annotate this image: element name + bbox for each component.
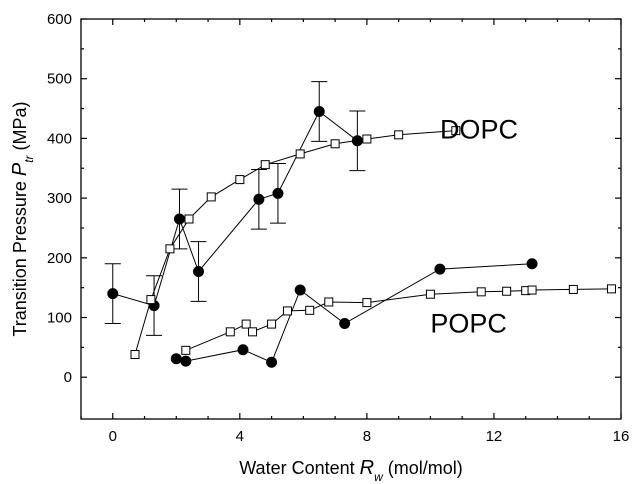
data-point-open-square — [330, 139, 340, 149]
data-point-filled-circle — [237, 344, 249, 356]
data-point-open-square — [181, 345, 191, 355]
data-point-open-square — [502, 286, 512, 296]
y-tick-label: 600 — [47, 11, 72, 28]
series-line — [176, 263, 533, 363]
x-tick-label: 0 — [109, 428, 117, 445]
data-point-open-square — [248, 327, 258, 337]
data-point-filled-circle — [253, 193, 265, 205]
data-point-filled-circle — [313, 106, 325, 118]
annotation-dopc: DOPC — [440, 114, 518, 144]
plot-frame — [80, 18, 622, 420]
x-axis-title: Water Content Rw (mol/mol) — [239, 457, 463, 484]
data-point-open-square — [451, 126, 461, 136]
data-point-open-square — [206, 192, 216, 202]
data-point-open-square — [267, 319, 277, 329]
x-tick-label: 12 — [486, 428, 503, 445]
series-line — [112, 110, 358, 307]
data-point-open-square — [568, 284, 578, 294]
data-point-open-square — [324, 297, 334, 307]
data-point-filled-circle — [266, 356, 278, 368]
data-point-filled-circle — [107, 288, 119, 300]
data-point-filled-circle — [180, 355, 192, 367]
x-tick-label: 16 — [613, 428, 630, 445]
data-point-filled-circle — [526, 258, 538, 270]
series-1 — [130, 126, 461, 360]
data-point-open-square — [394, 130, 404, 140]
y-tick-label: 400 — [47, 130, 72, 147]
data-point-open-square — [184, 214, 194, 224]
data-point-open-square — [282, 306, 292, 316]
y-axis-title: Transition Pressure Ptr (MPa) — [9, 101, 36, 336]
data-point-open-square — [146, 295, 156, 305]
data-point-open-square — [362, 298, 372, 308]
data-point-filled-circle — [272, 187, 284, 199]
y-tick-label: 100 — [47, 310, 72, 327]
axes: 0 4 8 12 16 0 100 200 300 400 500 600 Water Content … — [9, 11, 629, 484]
data-point-open-square — [362, 134, 372, 144]
data-point-open-square — [260, 160, 270, 170]
data-point-filled-circle — [193, 266, 205, 278]
data-point-open-square — [527, 285, 537, 295]
annotations: DOPC POPC — [430, 114, 518, 338]
series-2 — [170, 258, 538, 368]
y-tick-label: 200 — [47, 250, 72, 267]
data-point-open-square — [241, 319, 251, 329]
data-point-open-square — [225, 327, 235, 337]
data-point-open-square — [235, 175, 245, 185]
data-point-open-square — [476, 287, 486, 297]
annotation-popc: POPC — [430, 308, 507, 338]
data-point-open-square — [295, 149, 305, 159]
x-tick-label: 8 — [363, 428, 371, 445]
data-point-open-square — [606, 284, 616, 294]
data-point-open-square — [305, 305, 315, 315]
series-0 — [104, 81, 366, 336]
data-point-filled-circle — [434, 263, 446, 275]
data-point-filled-circle — [294, 284, 306, 296]
series-layer — [104, 81, 616, 368]
data-point-open-square — [425, 289, 435, 299]
data-point-open-square — [130, 350, 140, 360]
data-point-open-square — [165, 244, 175, 254]
x-tick-label: 4 — [236, 428, 244, 445]
series-line — [134, 130, 456, 355]
data-point-filled-circle — [170, 353, 182, 365]
series-3 — [181, 284, 616, 355]
y-tick-label: 300 — [47, 190, 72, 207]
data-point-filled-circle — [339, 317, 351, 329]
data-point-filled-circle — [173, 213, 185, 225]
y-tick-label: 0 — [64, 369, 72, 386]
y-tick-label: 500 — [47, 71, 72, 88]
